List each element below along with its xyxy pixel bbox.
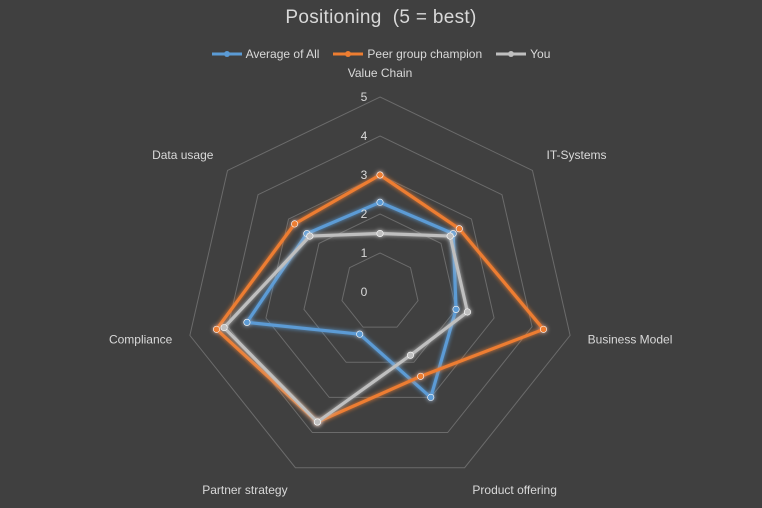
tick-label-2: 2 [361, 207, 368, 221]
series-2 [220, 230, 471, 426]
series-0 [243, 198, 460, 401]
series-line-1 [214, 173, 546, 424]
series-2-point-4[interactable] [313, 418, 321, 426]
category-label-3: Product offering [472, 483, 557, 497]
series-line-2 [222, 231, 470, 424]
series-0-point-3[interactable] [427, 393, 435, 401]
series-2-point-1[interactable] [446, 232, 454, 240]
series-2-point-3[interactable] [406, 351, 414, 359]
grid-layer [189, 96, 571, 469]
series-1-point-5[interactable] [213, 325, 221, 333]
legend-label-average: Average of All [245, 47, 320, 61]
legend: Average of All Peer group champion You [0, 47, 762, 61]
category-label-6: Data usage [152, 148, 214, 162]
grid-ring-1 [341, 252, 419, 328]
series-1-point-0[interactable] [376, 171, 384, 179]
category-label-5: Compliance [109, 332, 173, 346]
tick-label-5: 5 [361, 90, 368, 104]
legend-swatch-champion [333, 51, 364, 57]
grid-ring-5 [189, 96, 571, 469]
category-label-4: Partner strategy [202, 483, 287, 497]
series-0-point-5[interactable] [243, 318, 251, 326]
tick-label-4: 4 [361, 129, 368, 143]
tick-label-1: 1 [361, 246, 368, 260]
series-layer [213, 171, 547, 426]
tick-label-0: 0 [361, 285, 368, 299]
series-0-point-2[interactable] [452, 305, 460, 313]
category-label-1: IT-Systems [547, 148, 607, 162]
label-layer: 0 1 2 3 4 5 Value Chain IT-Systems Business Mode… [109, 66, 672, 497]
legend-item-champion[interactable]: Peer group champion [333, 47, 482, 61]
legend-label-you: You [530, 47, 551, 61]
grid-ring-2 [303, 213, 457, 363]
legend-label-champion: Peer group champion [367, 47, 483, 61]
series-2-point-0[interactable] [376, 230, 384, 238]
legend-swatch-average [211, 51, 242, 57]
grid-ring-3 [265, 174, 495, 398]
tick-label-3: 3 [361, 168, 368, 182]
series-1-point-2[interactable] [539, 325, 547, 333]
series-2-point-6[interactable] [306, 232, 314, 240]
series-0-point-0[interactable] [376, 198, 384, 206]
category-label-2: Business Model [588, 332, 673, 346]
series-1-point-1[interactable] [455, 225, 463, 233]
series-2-point-2[interactable] [463, 308, 471, 316]
legend-item-you[interactable]: You [496, 47, 550, 61]
series-1-point-3[interactable] [417, 372, 425, 380]
series-line-0 [245, 200, 458, 400]
series-1-point-6[interactable] [291, 220, 299, 228]
legend-swatch-you [496, 51, 527, 57]
category-label-0: Value Chain [348, 66, 413, 80]
grid-ring-4 [227, 135, 533, 434]
series-0-point-4[interactable] [356, 330, 364, 338]
legend-item-average[interactable]: Average of All [211, 47, 320, 61]
series-2-point-5[interactable] [220, 324, 228, 332]
chart-title: Positioning (5 = best) [285, 7, 477, 28]
